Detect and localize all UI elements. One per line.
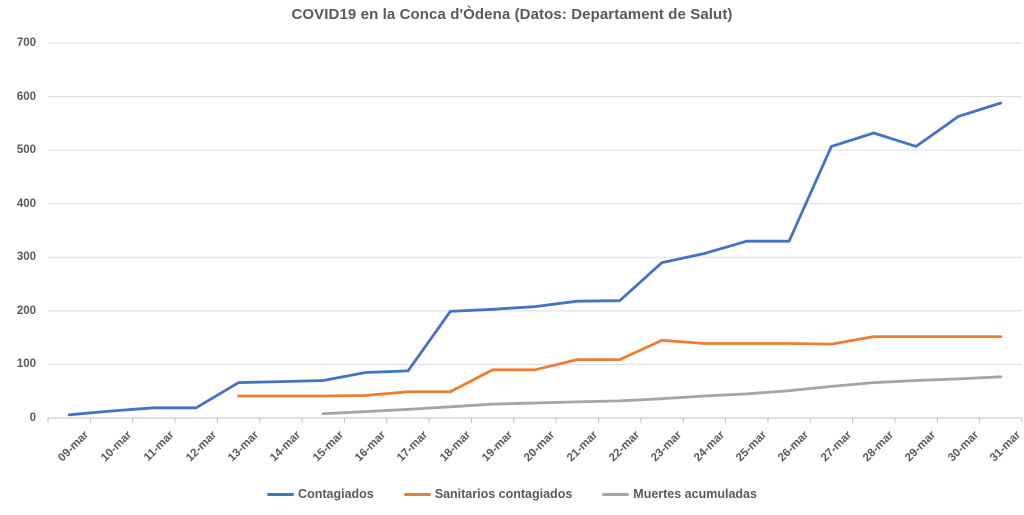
y-axis-label-0: 0 xyxy=(29,412,36,424)
y-axis-label-300: 300 xyxy=(16,251,36,264)
series-line-sanitarios-contagiados xyxy=(237,335,1003,398)
legend-label-muertes-acumuladas: Muertes acumuladas xyxy=(633,487,757,501)
y-axis-label-400: 400 xyxy=(16,197,36,210)
legend-item-sanitarios-contagiados: Sanitarios contagiados xyxy=(403,487,573,501)
series-line-muertes-acumuladas xyxy=(321,375,1003,416)
legend-label-contagiados: Contagiados xyxy=(298,487,374,501)
chart-title: COVID19 en la Conca d'Òdena (Datos: Depa… xyxy=(291,6,733,23)
series-line-contagiados xyxy=(67,101,1003,417)
legend-line-swatch-muertes-acumuladas xyxy=(602,492,630,496)
y-axis-label-200: 200 xyxy=(16,304,36,317)
y-axis-label-700: 700 xyxy=(16,37,36,49)
legend-line-swatch-sanitarios-contagiados xyxy=(403,492,431,496)
legend-item-contagiados: Contagiados xyxy=(267,487,374,501)
legend-line-swatch-contagiados xyxy=(267,492,295,496)
y-axis-label-500: 500 xyxy=(16,144,36,157)
legend-label-sanitarios-contagiados: Sanitarios contagiados xyxy=(434,487,573,501)
legend: Contagiados Sanitarios contagiados Muertes… xyxy=(0,487,1024,501)
y-axis-label-600: 600 xyxy=(16,90,36,103)
legend-item-muertes-acumuladas: Muertes acumuladas xyxy=(602,487,757,501)
y-axis-label-100: 100 xyxy=(16,358,36,371)
